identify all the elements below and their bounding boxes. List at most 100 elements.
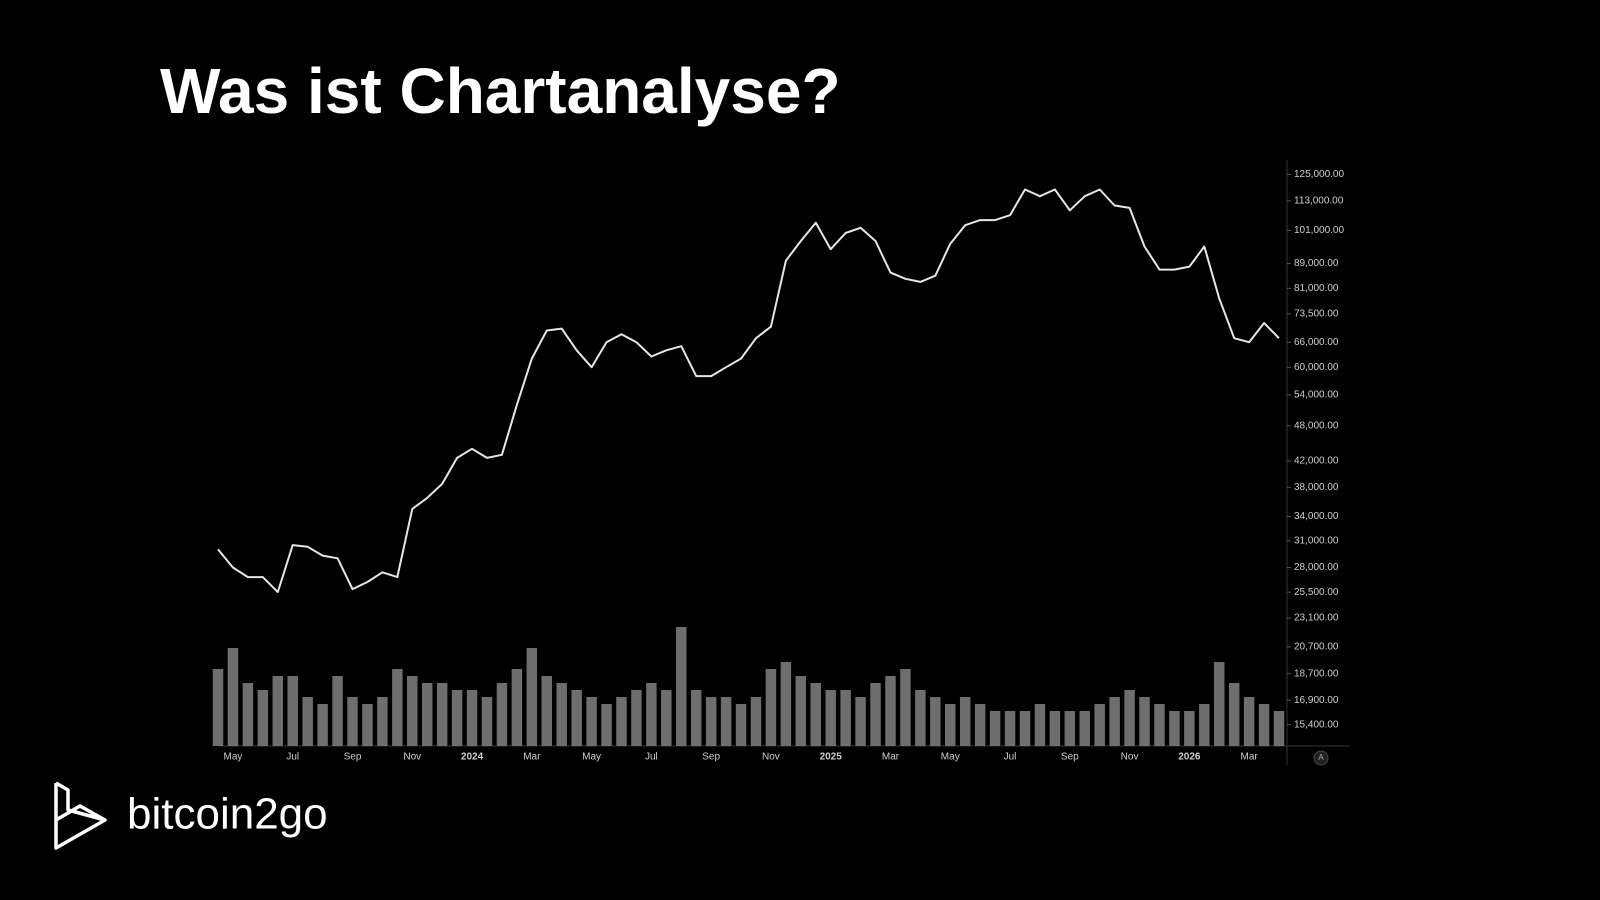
y-tick-label: 15,400.00 xyxy=(1294,719,1339,730)
volume-bar xyxy=(227,648,239,746)
price-line xyxy=(217,188,1280,594)
x-tick-label: Jul xyxy=(1004,752,1017,763)
x-tick-label: May xyxy=(941,752,960,763)
x-tick-label: Mar xyxy=(523,752,541,763)
y-tick-label: 42,000.00 xyxy=(1294,456,1339,467)
x-tick-label: Sep xyxy=(1061,752,1079,763)
volume-bar xyxy=(466,690,478,746)
volume-bar xyxy=(317,704,328,746)
volume-bar xyxy=(212,669,224,746)
x-tick-label: 2026 xyxy=(1178,752,1201,763)
y-tick-label: 89,000.00 xyxy=(1294,258,1339,269)
volume-bar xyxy=(436,683,448,746)
volume-bar xyxy=(1109,697,1120,746)
y-tick-label: 38,000.00 xyxy=(1294,482,1339,493)
volume-bar xyxy=(1049,711,1061,746)
volume-bar xyxy=(496,683,508,746)
y-tick-label: 20,700.00 xyxy=(1294,642,1339,653)
y-tick-label: 25,500.00 xyxy=(1294,587,1339,598)
volume-bar xyxy=(840,690,851,746)
volume-bar xyxy=(1214,662,1225,746)
volume-bar xyxy=(1139,697,1150,746)
volume-bar xyxy=(1258,704,1270,746)
y-tick-label: 18,700.00 xyxy=(1294,668,1339,679)
x-tick-label: Mar xyxy=(882,752,900,763)
y-tick-label: 113,000.00 xyxy=(1294,195,1344,206)
y-tick-label: 125,000.00 xyxy=(1294,169,1344,180)
volume-bar xyxy=(511,669,523,746)
volume-bar xyxy=(616,697,627,746)
volume-bar xyxy=(750,697,762,746)
volume-bar xyxy=(377,697,388,746)
x-tick-label: Sep xyxy=(344,752,362,763)
volume-bar xyxy=(1079,711,1090,746)
x-tick-label: 2025 xyxy=(820,752,843,763)
logo-icon-inner xyxy=(55,781,106,822)
volume-bar xyxy=(407,676,418,746)
y-tick-label: 81,000.00 xyxy=(1294,283,1339,294)
volume-bar xyxy=(705,697,717,746)
volume-bar xyxy=(1064,711,1076,746)
chart-title: Was ist Chartanalyse? xyxy=(160,55,841,127)
volume-bar xyxy=(1094,704,1105,746)
volume-bar xyxy=(780,662,792,746)
volume-bar xyxy=(795,676,807,746)
x-tick-label: 2024 xyxy=(461,752,484,763)
volume-bar xyxy=(287,676,298,746)
x-tick-label: Sep xyxy=(702,752,720,763)
volume-bar xyxy=(421,683,433,746)
volume-bar xyxy=(1154,704,1165,746)
volume-bar xyxy=(690,690,702,746)
y-tick-label: 48,000.00 xyxy=(1294,421,1339,432)
y-tick-label: 60,000.00 xyxy=(1294,362,1339,373)
volume-bar xyxy=(1243,697,1255,746)
y-tick-label: 54,000.00 xyxy=(1294,390,1339,401)
x-tick-label: Jul xyxy=(645,752,658,763)
brand-name: bitcoin2go xyxy=(127,790,328,839)
volume-bar xyxy=(526,648,538,746)
volume-bar xyxy=(631,690,642,746)
y-tick-label: 28,000.00 xyxy=(1294,562,1339,573)
volume-bar xyxy=(541,676,552,746)
brand-logo xyxy=(54,781,107,850)
volume-bar xyxy=(765,669,777,746)
volume-bar xyxy=(1019,711,1031,746)
volume-bar xyxy=(332,676,343,746)
y-tick-label: 66,000.00 xyxy=(1294,337,1339,348)
volume-bar xyxy=(930,697,941,746)
y-tick-label: 101,000.00 xyxy=(1294,225,1344,236)
y-tick-label: 23,100.00 xyxy=(1294,613,1339,624)
auto-scale-button[interactable] xyxy=(1313,750,1329,766)
x-tick-label: Nov xyxy=(1121,752,1139,763)
volume-bar xyxy=(855,697,866,746)
x-tick-label: May xyxy=(582,752,601,763)
volume-bar xyxy=(1273,711,1285,746)
volume-bar xyxy=(974,704,986,746)
volume-bar xyxy=(556,683,567,746)
y-tick-label: 16,900.00 xyxy=(1294,695,1339,706)
x-tick-label: May xyxy=(223,752,242,763)
volume-bar xyxy=(1228,683,1240,746)
y-tick-label: 31,000.00 xyxy=(1294,535,1339,546)
volume-bar xyxy=(915,690,926,746)
volume-bar xyxy=(735,704,747,746)
auto-scale-label[interactable]: A xyxy=(1318,753,1324,762)
x-tick-label: Nov xyxy=(403,752,421,763)
volume-bar xyxy=(959,697,971,746)
volume-bar xyxy=(720,697,732,746)
volume-bar xyxy=(885,676,896,746)
volume-bar xyxy=(676,627,687,746)
volume-bar xyxy=(1004,711,1016,746)
volume-bar xyxy=(810,683,821,746)
volume-bar xyxy=(989,711,1001,746)
volume-bar xyxy=(451,690,463,746)
volume-bar xyxy=(646,683,657,746)
volume-bar xyxy=(1124,690,1135,746)
volume-bar xyxy=(347,697,358,746)
volume-bar xyxy=(362,704,373,746)
volume-bar xyxy=(661,690,672,746)
volume-bar xyxy=(825,690,836,746)
volume-bar xyxy=(601,704,612,746)
volume-bar xyxy=(302,697,313,746)
